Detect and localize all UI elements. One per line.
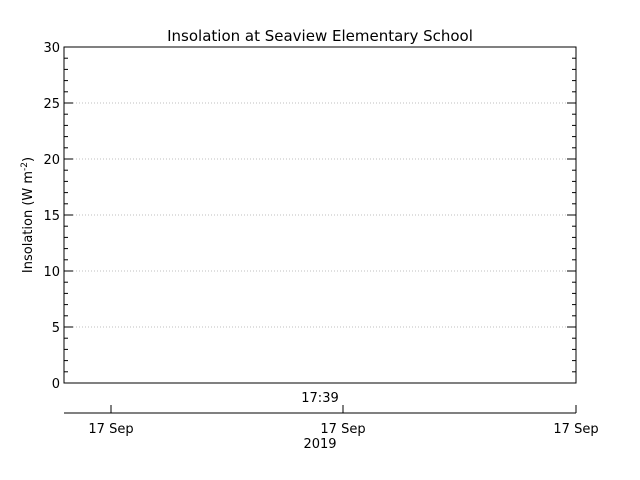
- minor-ticks: [64, 57, 576, 373]
- grid-lines: [64, 102, 576, 328]
- y-axis-label-main: Insolation (W m: [21, 171, 36, 273]
- y-axis-label: Insolation (W m-2): [20, 157, 36, 273]
- y-tick-label-10: 10: [43, 265, 60, 280]
- y-tick-label-5: 5: [52, 321, 60, 336]
- y-tick-label-20: 20: [43, 153, 60, 168]
- time-axis-ticks: 17 Sep 17 Sep 17 Sep: [88, 405, 599, 437]
- y-tick-label-25: 25: [43, 97, 60, 112]
- y-axis-label-exponent: -2: [20, 162, 30, 171]
- x-tick-label-1: 17 Sep: [320, 422, 365, 437]
- y-axis-label-close: ): [21, 157, 36, 162]
- x-tick-label-2: 17 Sep: [553, 422, 598, 437]
- x-axis-time-label: 17:39: [301, 391, 338, 406]
- y-tick-label-30: 30: [43, 41, 60, 56]
- y-axis-ticks: 0 5 10 15 20 25 30: [43, 41, 576, 392]
- y-tick-label-0: 0: [52, 377, 60, 392]
- chart-title: Insolation at Seaview Elementary School: [167, 27, 473, 45]
- x-tick-label-0: 17 Sep: [88, 422, 133, 437]
- y-tick-label-15: 15: [43, 209, 60, 224]
- x-axis-year-label: 2019: [303, 437, 336, 452]
- plot-frame: [63, 46, 577, 384]
